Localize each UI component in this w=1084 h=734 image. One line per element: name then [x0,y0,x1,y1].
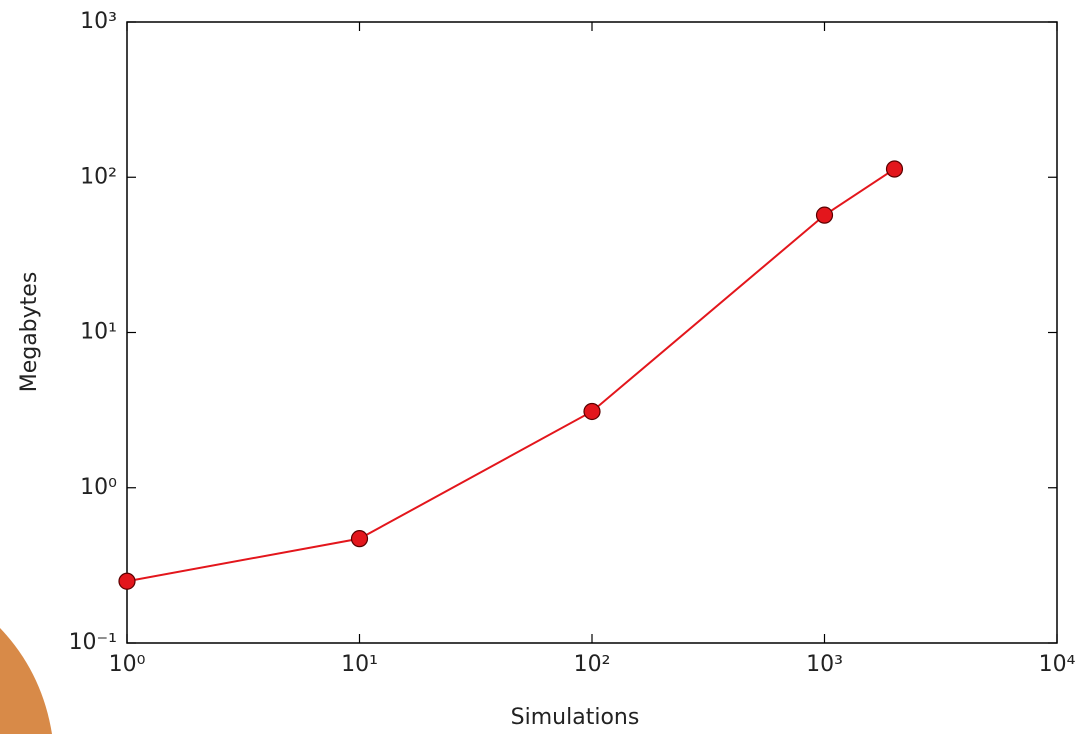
x-tick-label: 10³ [806,652,843,677]
y-axis-label: Megabytes [17,272,42,393]
x-tick-label: 10⁰ [109,652,146,677]
data-point [583,402,601,421]
y-tick-label: 10⁻¹ [69,630,117,655]
data-point [885,160,904,178]
y-tick-label: 10³ [80,9,117,34]
plot-area [126,21,1058,644]
x-tick-label: 10¹ [341,652,378,677]
x-axis-label: Simulations [511,705,640,730]
data-point [350,530,369,548]
data-point [118,572,136,590]
x-tick-label: 10² [574,652,611,677]
y-tick-label: 10⁰ [80,475,117,500]
y-tick-label: 10² [80,164,117,189]
background-decoration [0,628,52,734]
y-tick-label: 10¹ [80,320,117,345]
x-tick-label: 10⁴ [1039,652,1076,677]
data-point [815,206,834,224]
